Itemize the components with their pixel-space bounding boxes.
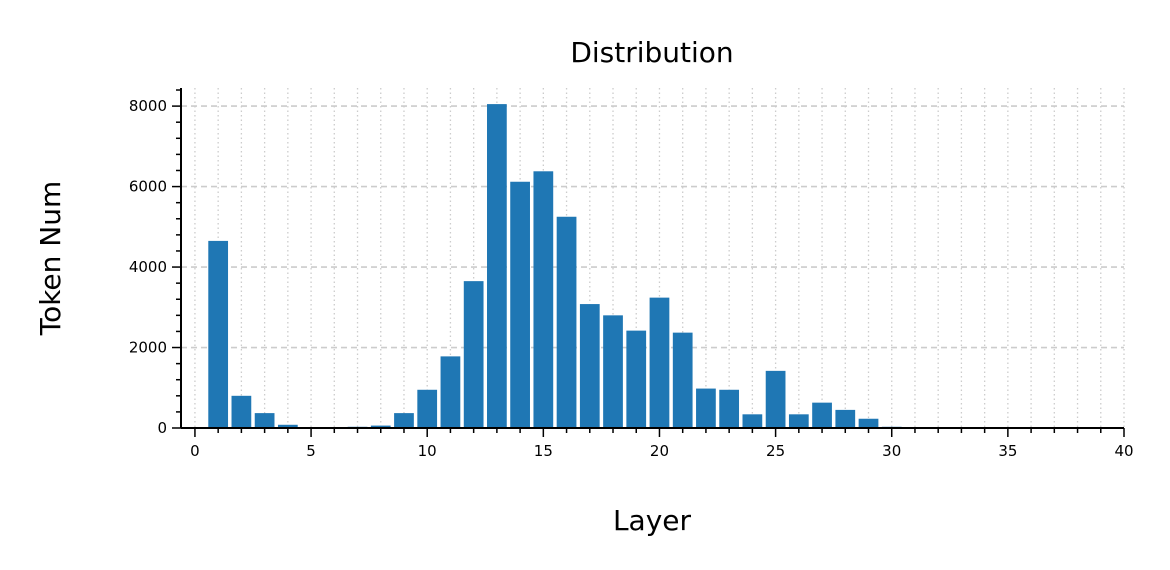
bar-layer-22 — [696, 388, 716, 428]
bar-layer-20 — [649, 297, 670, 428]
bar-layer-16 — [556, 216, 577, 428]
y-tick-label: 2000 — [129, 339, 167, 357]
axes: 0 5 10 15 20 25 30 35 40 0 2000 4000 6000 8000 — [129, 88, 1134, 460]
x-tick-label: 15 — [534, 442, 553, 460]
bar-layer-8 — [370, 425, 391, 428]
bar-layer-2 — [231, 395, 252, 428]
bar-layer-23 — [719, 389, 740, 428]
x-axis-label: Layer — [613, 504, 692, 537]
bar-layer-28 — [835, 409, 856, 428]
x-tick-label: 40 — [1114, 442, 1133, 460]
y-axis-label: Token Num — [34, 181, 67, 337]
bar-layer-11 — [440, 356, 461, 428]
bar-layer-1 — [208, 240, 229, 428]
bar-layer-4 — [277, 424, 298, 428]
bar-layer-21 — [672, 332, 693, 428]
bar-layer-14 — [510, 181, 530, 428]
x-tick-label: 20 — [650, 442, 669, 460]
bar-layer-10 — [417, 389, 438, 428]
x-tick-label: 10 — [418, 442, 437, 460]
y-tick-label: 0 — [157, 419, 167, 437]
bar-layer-12 — [463, 281, 484, 428]
bars — [208, 104, 902, 429]
bar-layer-25 — [765, 370, 786, 428]
y-tick-label: 6000 — [129, 178, 167, 196]
bar-layer-27 — [812, 402, 832, 428]
x-tick-label: 5 — [306, 442, 316, 460]
x-tick-label: 0 — [190, 442, 200, 460]
bar-layer-19 — [626, 330, 647, 428]
bar-layer-24 — [742, 414, 763, 428]
bar-layer-17 — [579, 304, 600, 428]
bar-layer-3 — [254, 413, 275, 428]
x-tick-label: 35 — [998, 442, 1017, 460]
x-tick-label: 30 — [882, 442, 901, 460]
chart-title: Distribution — [570, 36, 733, 69]
x-tick-label: 25 — [766, 442, 785, 460]
bar-layer-29 — [858, 418, 879, 428]
bar-layer-9 — [394, 413, 414, 428]
bar-layer-15 — [533, 171, 554, 428]
bar-layer-13 — [487, 104, 507, 429]
bar-layer-26 — [788, 414, 809, 428]
y-tick-label: 8000 — [129, 97, 167, 115]
y-tick-label: 4000 — [129, 258, 167, 276]
bar-layer-18 — [603, 315, 623, 428]
